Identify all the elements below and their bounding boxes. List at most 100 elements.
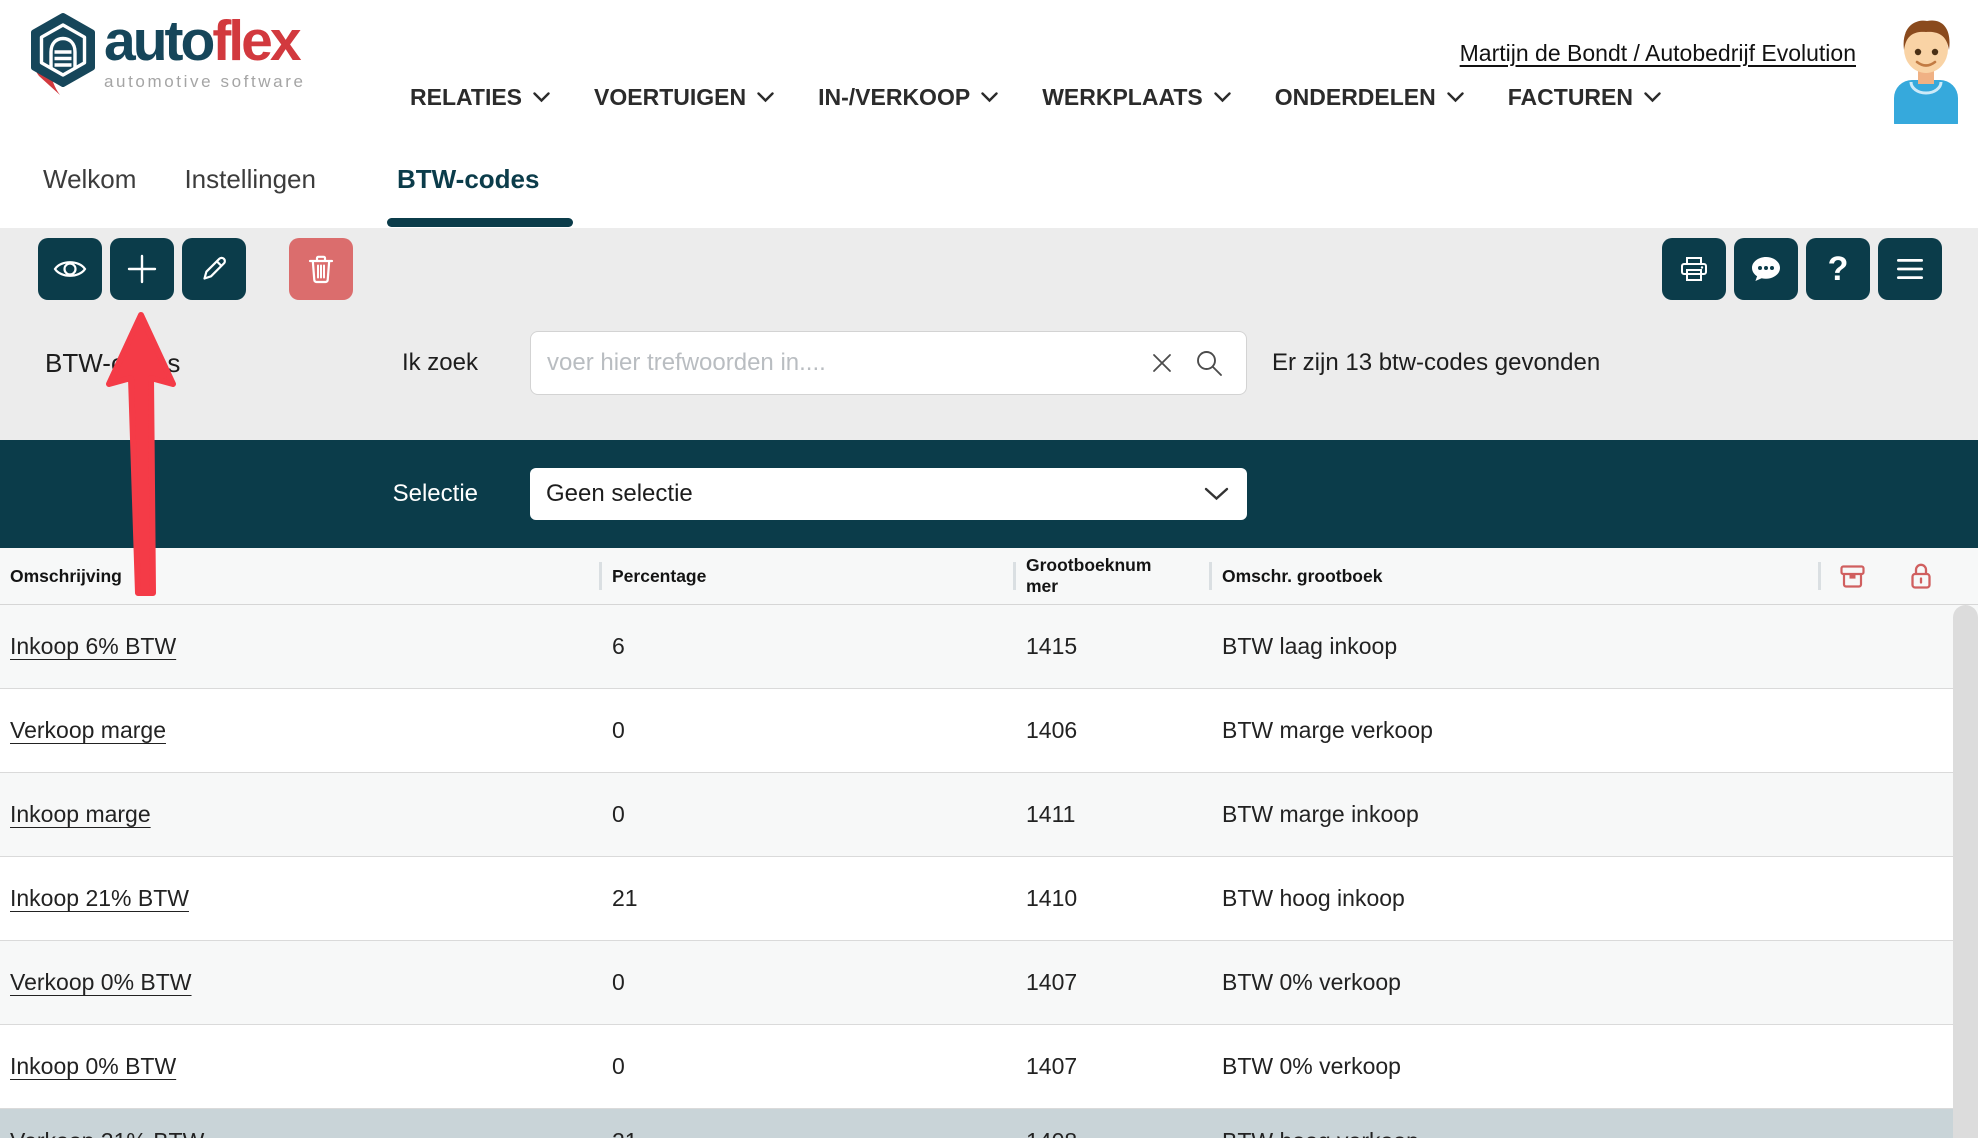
selection-value: Geen selectie: [546, 480, 693, 507]
table-row[interactable]: Inkoop 21% BTW 21 1410 BTW hoog inkoop: [0, 857, 1978, 941]
logo-wordmark: autoflex: [104, 9, 302, 73]
cell-grootboeknummer: 1411: [1026, 801, 1076, 827]
toolbar: ?: [38, 238, 1942, 300]
results-count-text: Er zijn 13 btw-codes gevonden: [1272, 349, 1601, 376]
table-row[interactable]: Inkoop 6% BTW 6 1415 BTW laag inkoop: [0, 605, 1978, 689]
selection-label: Selectie: [392, 480, 478, 507]
logo-tagline: automotive software: [104, 71, 306, 91]
cell-omschr-grootboek: BTW hoog inkoop: [1222, 885, 1405, 911]
user-avatar[interactable]: [1878, 18, 1974, 124]
btw-code-link[interactable]: Inkoop 6% BTW: [10, 633, 177, 659]
nav-item-relaties[interactable]: RELATIES: [410, 84, 550, 111]
nav-item-facturen[interactable]: FACTUREN: [1508, 84, 1661, 111]
chevron-down-icon: [533, 92, 550, 103]
eye-icon: [53, 261, 87, 277]
package-icon: [1840, 564, 1865, 588]
print-button[interactable]: [1662, 238, 1726, 300]
column-header-grootboeknummer[interactable]: Grootboeknummer: [1016, 555, 1212, 598]
tab-welkom[interactable]: Welkom: [43, 163, 137, 194]
clear-search-icon[interactable]: [1151, 352, 1173, 374]
nav-item-in-verkoop[interactable]: IN-/VERKOOP: [818, 84, 998, 111]
printer-icon: [1681, 257, 1707, 281]
cell-omschr-grootboek: BTW 0% verkoop: [1222, 1053, 1401, 1079]
table-row[interactable]: Verkoop 0% BTW 0 1407 BTW 0% verkoop: [0, 941, 1978, 1025]
cell-grootboeknummer: 1407: [1026, 1053, 1078, 1079]
cell-grootboeknummer: 1410: [1026, 885, 1078, 911]
chevron-down-icon: [1204, 487, 1229, 501]
view-button[interactable]: [38, 238, 102, 300]
nav-item-onderdelen[interactable]: ONDERDELEN: [1275, 84, 1464, 111]
table-row[interactable]: Verkoop marge 0 1406 BTW marge verkoop: [0, 689, 1978, 773]
nav-item-werkplaats[interactable]: WERKPLAATS: [1042, 84, 1231, 111]
table-scrollbar[interactable]: [1953, 605, 1978, 1138]
cell-omschr-grootboek: BTW marge inkoop: [1222, 801, 1419, 827]
chat-icon: [1752, 257, 1780, 281]
cell-omschr-grootboek: BTW marge verkoop: [1222, 717, 1433, 743]
column-header-percentage[interactable]: Percentage: [602, 566, 1016, 587]
cell-omschr-grootboek: BTW 0% verkoop: [1222, 969, 1401, 995]
autoflex-logo-icon: [31, 13, 95, 95]
chevron-down-icon: [981, 92, 998, 103]
cell-percentage: 6: [612, 633, 625, 659]
trash-icon: [308, 255, 334, 284]
search-input[interactable]: [530, 331, 1247, 395]
btw-code-link[interactable]: Inkoop marge: [10, 801, 151, 827]
lock-icon: [1911, 563, 1931, 589]
plus-icon: [127, 254, 157, 284]
delete-button[interactable]: [289, 238, 353, 300]
cell-omschrijving: Verkoop 0% BTW: [0, 969, 602, 996]
tab-instellingen[interactable]: Instellingen: [184, 163, 316, 194]
column-header-omschrijving[interactable]: Omschrijving: [10, 565, 122, 586]
cell-percentage: 0: [612, 1053, 625, 1079]
tab-btw-codes[interactable]: BTW-codes: [386, 130, 575, 228]
column-header-locked[interactable]: [1908, 561, 1934, 591]
selection-dropdown[interactable]: Geen selectie: [530, 468, 1247, 520]
help-button[interactable]: ?: [1806, 238, 1870, 300]
search-row: BTW-codes Ik zoek Er zijn 13 btw-codes g…: [0, 330, 1978, 396]
user-account-link[interactable]: Martijn de Bondt / Autobedrijf Evolution: [1459, 40, 1856, 66]
btw-code-link[interactable]: Verkoop 21% BTW: [10, 1128, 204, 1138]
table-row[interactable]: Inkoop 0% BTW 0 1407 BTW 0% verkoop: [0, 1025, 1978, 1109]
cell-omschrijving: Inkoop 21% BTW: [0, 885, 602, 912]
table-row[interactable]: Inkoop marge 0 1411 BTW marge inkoop: [0, 773, 1978, 857]
table-row[interactable]: Verkoop 21% BTW 21 1408 BTW hoog verkoop: [0, 1109, 1978, 1138]
hamburger-menu-icon: [1897, 259, 1923, 279]
cell-percentage: 0: [612, 801, 625, 827]
autoflex-logo[interactable]: autoflex automotive software: [30, 9, 306, 98]
cell-grootboeknummer: 1415: [1026, 633, 1078, 659]
cell-omschr-grootboek: BTW hoog verkoop: [1212, 1109, 1808, 1138]
search-label: Ik zoek: [401, 349, 478, 376]
cell-percentage: 21: [612, 885, 638, 911]
nav-item-voertuigen[interactable]: VOERTUIGEN: [594, 84, 774, 111]
edit-button[interactable]: [182, 238, 246, 300]
btw-code-link[interactable]: Inkoop 0% BTW: [10, 1053, 177, 1079]
cell-percentage: 0: [612, 717, 625, 743]
add-button[interactable]: [110, 238, 174, 300]
cell-percentage: 0: [612, 969, 625, 995]
column-header-archived[interactable]: [1839, 563, 1866, 590]
btw-code-link[interactable]: Verkoop 0% BTW: [10, 969, 192, 995]
menu-button[interactable]: [1878, 238, 1942, 300]
search-icon[interactable]: [1195, 349, 1223, 377]
cell-grootboeknummer: 1408: [1016, 1109, 1212, 1138]
cell-grootboeknummer: 1407: [1026, 969, 1078, 995]
cell-omschrijving: Inkoop marge: [0, 801, 602, 828]
chat-button[interactable]: [1734, 238, 1798, 300]
cell-grootboeknummer: 1406: [1026, 717, 1078, 743]
question-mark-icon: ?: [1827, 250, 1849, 288]
search-box: [530, 331, 1247, 395]
tab-bar: Welkom Instellingen BTW-codes: [0, 130, 1978, 228]
cell-omschrijving: Verkoop marge: [0, 717, 602, 744]
toolbar-left-group: [38, 238, 353, 300]
logo-text: autoflex automotive software: [104, 9, 306, 92]
cell-omschrijving: Inkoop 0% BTW: [0, 1053, 602, 1080]
main-nav: RELATIES VOERTUIGEN IN-/VERKOOP WERKPLAA…: [410, 84, 1661, 111]
btw-code-link[interactable]: Verkoop marge: [10, 717, 166, 743]
chevron-down-icon: [1644, 92, 1661, 103]
chevron-down-icon: [1447, 92, 1464, 103]
btw-code-link[interactable]: Inkoop 21% BTW: [10, 885, 189, 911]
column-header-icons: [1808, 548, 1978, 604]
column-header-omschr-grootboek[interactable]: Omschr. grootboek: [1212, 566, 1808, 587]
table-header: Omschrijving Percentage Grootboeknummer …: [0, 548, 1978, 605]
